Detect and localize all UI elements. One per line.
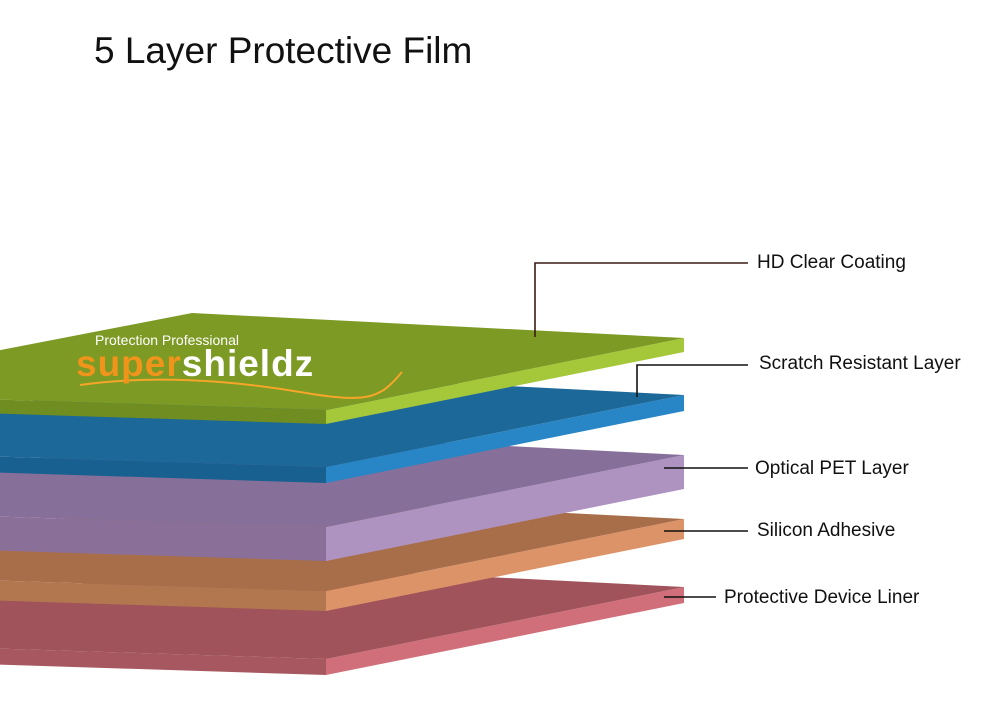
label-hd-clear-coating: HD Clear Coating: [757, 252, 906, 273]
layer-left-face: [0, 399, 326, 424]
logo-part-super: super: [76, 343, 182, 384]
layer-left-face: [0, 648, 326, 675]
supershieldz-logo: supershieldz: [76, 343, 314, 385]
leader-line-hd-clear-coating: [534, 262, 748, 337]
logo-swoosh: [79, 371, 403, 399]
label-scratch-resistant-layer: Scratch Resistant Layer: [759, 353, 961, 374]
logo-tagline: Protection Professional: [95, 332, 239, 348]
label-silicon-adhesive: Silicon Adhesive: [757, 520, 896, 541]
label-optical-pet-layer: Optical PET Layer: [755, 458, 909, 479]
layer-right-face: [326, 519, 684, 611]
layer-top-face: [0, 313, 684, 410]
layer-right-face: [326, 455, 684, 561]
leader-line-scratch-resistant-layer: [636, 364, 748, 397]
layer-right-face: [326, 395, 684, 483]
layer-left-face: [0, 516, 326, 561]
logo-part-shieldz: shieldz: [181, 343, 315, 384]
layer-hd-clear-coating: [0, 313, 684, 424]
layer-right-face: [326, 587, 684, 675]
page-title: 5 Layer Protective Film: [94, 30, 473, 71]
layer-right-face: [326, 338, 684, 424]
label-protective-device-liner: Protective Device Liner: [724, 587, 920, 608]
layer-left-face: [0, 456, 326, 483]
layer-left-face: [0, 580, 326, 611]
